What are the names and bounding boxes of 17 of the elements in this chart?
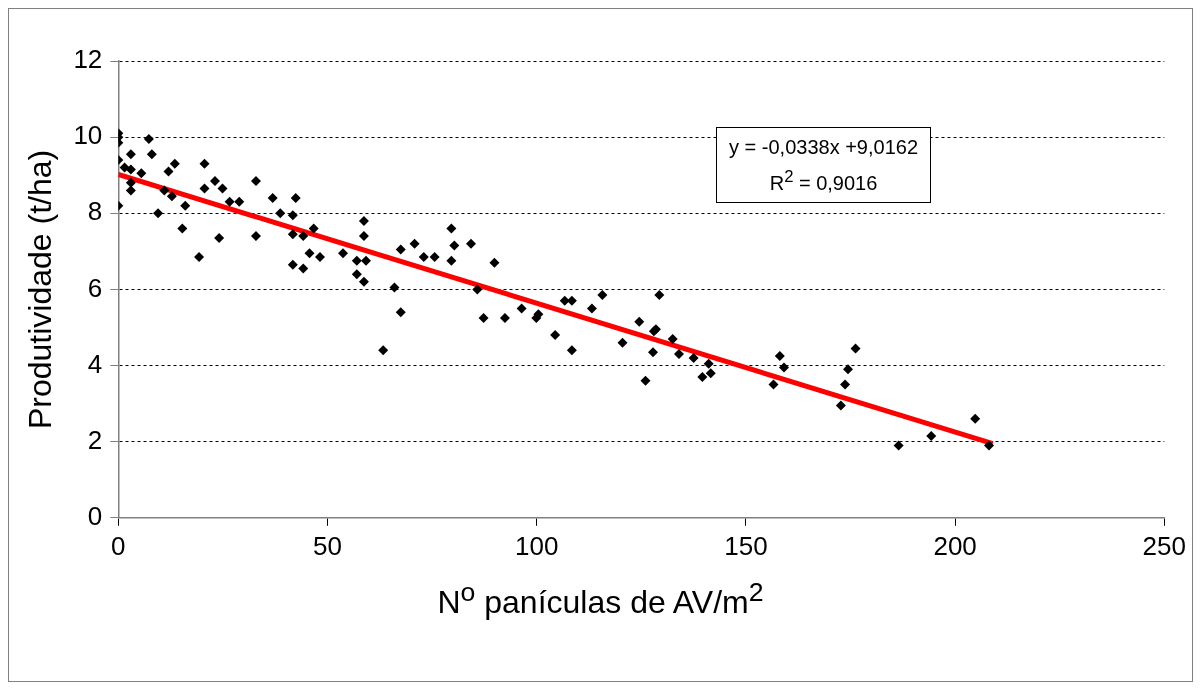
y-tick-label: 4 xyxy=(87,348,103,379)
y-tick-label: 10 xyxy=(73,120,103,151)
y-tick-label: 6 xyxy=(87,272,103,303)
y-tick-label: 0 xyxy=(87,500,103,531)
x-tick-label: 150 xyxy=(724,530,768,561)
annotation: y = -0,0338x +9,0162 xyxy=(729,135,919,160)
x-axis-title: N$^{o}$ panículas de AV/m$^{2}$ xyxy=(436,577,765,621)
x-tick-label: 50 xyxy=(313,530,342,561)
y-tick-label: 2 xyxy=(87,424,103,455)
x-tick-label: 250 xyxy=(1142,530,1187,561)
y-axis-title: Produtividade (t/ha) xyxy=(22,149,59,430)
x-tick-label: 100 xyxy=(515,530,559,561)
y-tick-label: 12 xyxy=(73,44,103,75)
x-tick-label: 0 xyxy=(111,530,126,561)
y-tick-label: 8 xyxy=(87,196,103,227)
x-tick-label: 200 xyxy=(933,530,977,561)
annotation: R$^{2}$ = 0,9016 xyxy=(768,166,879,196)
